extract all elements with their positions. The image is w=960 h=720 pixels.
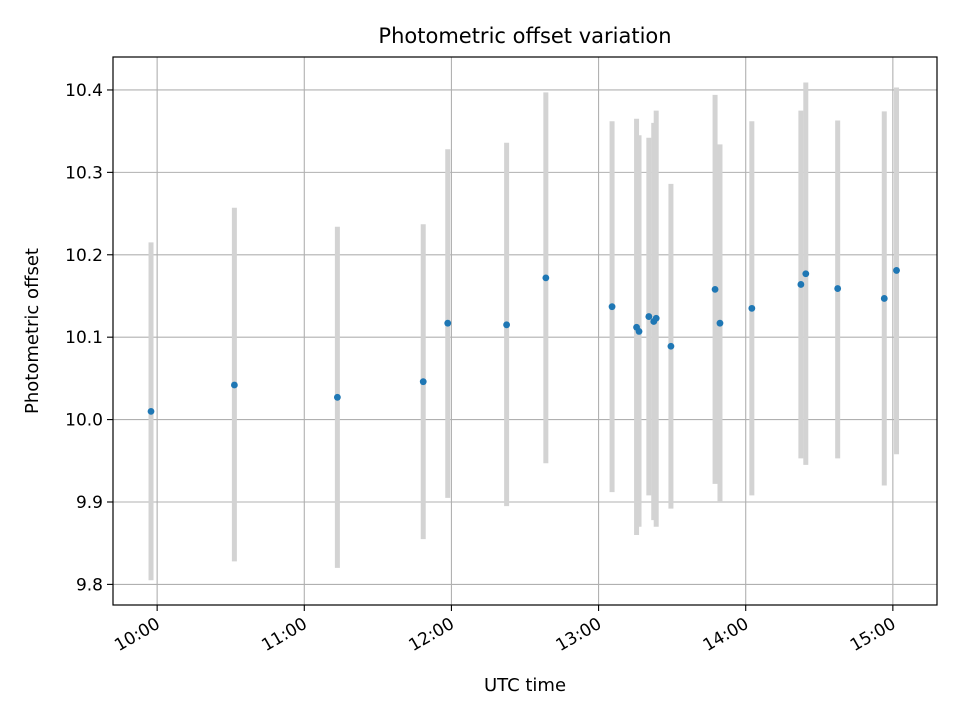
data-point xyxy=(880,295,888,302)
point-layer xyxy=(147,267,900,415)
data-point xyxy=(444,319,452,327)
data-point xyxy=(419,378,427,386)
data-point xyxy=(147,407,155,415)
y-tick-label: 9.9 xyxy=(76,493,103,513)
y-tick-label: 10.0 xyxy=(65,411,103,431)
data-point xyxy=(834,285,842,292)
y-axis-label: Photometric offset xyxy=(22,248,43,414)
y-tick-label: 10.4 xyxy=(65,81,103,101)
data-point xyxy=(608,303,616,311)
data-point xyxy=(333,393,341,401)
data-point xyxy=(503,321,511,329)
y-axis-ticks: 9.8 9.9 10.0 10.1 10.2 10.3 10.4 xyxy=(65,81,113,595)
data-point xyxy=(667,342,675,350)
data-point xyxy=(711,285,719,293)
x-axis-label: UTC time xyxy=(484,675,566,696)
y-tick-label: 9.8 xyxy=(76,575,103,595)
y-tick-label: 10.3 xyxy=(65,163,103,183)
data-point xyxy=(748,304,756,312)
data-point xyxy=(542,274,550,282)
plot-frame xyxy=(112,56,938,606)
data-point xyxy=(802,270,810,278)
y-tick-label: 10.2 xyxy=(65,246,103,266)
data-point xyxy=(652,314,660,322)
data-point xyxy=(716,319,724,327)
chart-title: Photometric offset variation xyxy=(378,24,671,48)
y-tick-label: 10.1 xyxy=(65,328,103,348)
data-point xyxy=(797,281,805,288)
data-point xyxy=(230,381,238,389)
data-point xyxy=(635,328,643,335)
data-point xyxy=(893,267,900,274)
data-point xyxy=(645,313,653,320)
